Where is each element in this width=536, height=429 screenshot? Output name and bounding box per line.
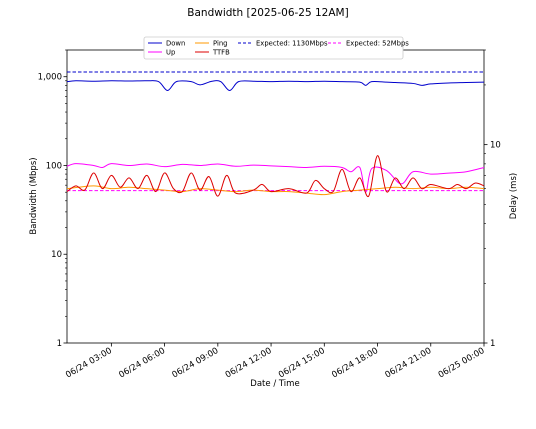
x-tick-label: 06/24 12:00 [224, 346, 274, 381]
y-left-tick-label: 100 [46, 161, 62, 171]
x-tick-label: 06/24 18:00 [330, 346, 380, 381]
chart-title: Bandwidth [2025-06-25 12AM] [187, 7, 348, 19]
y-axis-right-label: Delay (ms) [509, 173, 519, 219]
reference-lines [67, 71, 484, 192]
y-axis-left-label: Bandwidth (Mbps) [29, 157, 39, 234]
legend-label: Up [166, 49, 175, 57]
legend-label: TTFB [212, 49, 230, 57]
x-tick-label: 06/24 06:00 [117, 346, 167, 381]
plot-frame [66, 49, 485, 344]
x-tick-label: 06/24 09:00 [171, 346, 221, 381]
series-line-down [66, 80, 485, 91]
legend-label: Expected: 1130Mbps [256, 40, 328, 48]
x-tick-label: 06/24 03:00 [64, 346, 114, 381]
series-line-ping [66, 185, 485, 196]
y-right-tick-label: 1 [490, 339, 495, 349]
y-left-tick-label: 1,000 [38, 73, 62, 83]
plot-area [66, 49, 485, 344]
x-tick-label: 06/24 15:00 [277, 346, 327, 381]
legend-label: Ping [213, 40, 227, 48]
x-tick-label: 06/25 00:00 [437, 346, 487, 381]
series-line-up [66, 163, 485, 193]
x-axis-label: Date / Time [250, 379, 299, 389]
y-left-tick-label: 1 [57, 339, 62, 349]
y-axis-left: 1 10 100 1,000 [38, 49, 67, 349]
legend-label: Expected: 52Mbps [346, 40, 409, 48]
y-left-tick-label: 10 [51, 250, 62, 260]
x-axis: 06/24 03:00 06/24 06:00 06/24 09:00 06/24 1… [64, 343, 487, 381]
series-lines [66, 80, 485, 197]
y-right-tick-label: 10 [490, 141, 501, 151]
y-axis-right: 1 10 [484, 49, 501, 349]
series-line-ttfb [66, 155, 485, 197]
legend-label: Down [166, 40, 185, 48]
x-tick-label: 06/24 21:00 [383, 346, 433, 381]
